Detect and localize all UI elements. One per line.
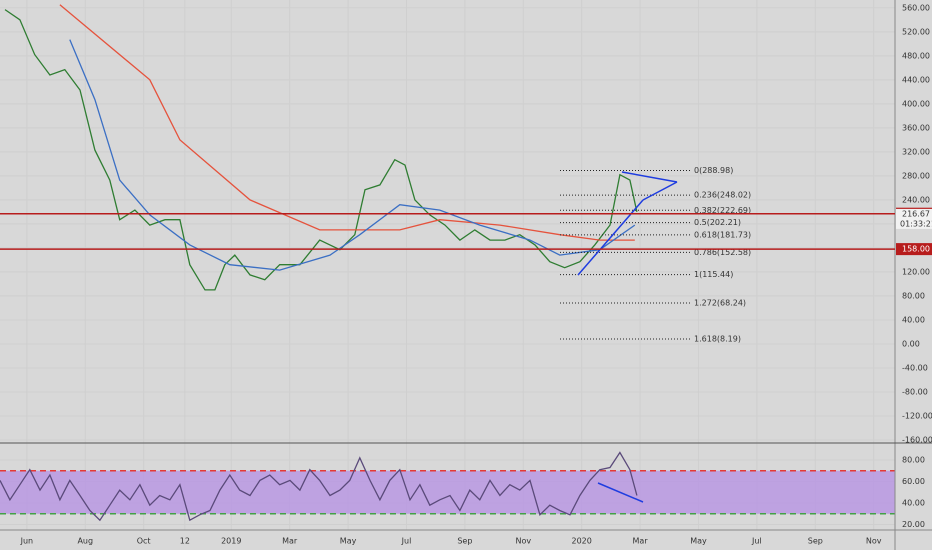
x-tick-label: Aug — [77, 537, 93, 546]
last-price-tag — [896, 208, 932, 229]
y-tick-label: 0.00 — [902, 339, 920, 348]
countdown: 01:33:21 — [900, 219, 932, 228]
x-tick-label: Sep — [808, 537, 823, 546]
series-line — [4, 9, 638, 291]
x-tick-label: Oct — [137, 537, 151, 546]
x-tick-label: Mar — [282, 537, 298, 546]
fib-label: 1.618(8.19) — [694, 335, 741, 344]
rsi-band-fill — [0, 470, 895, 514]
level-label: 158.00 — [902, 245, 930, 254]
y-tick-label: 80.00 — [902, 455, 925, 464]
x-tick-label: Mar — [633, 537, 649, 546]
y-tick-label: 60.00 — [902, 477, 925, 486]
triangle-line — [642, 181, 678, 201]
rsi-trend-line — [597, 482, 644, 503]
y-tick-label: 240.00 — [902, 195, 930, 204]
y-tick-label: 280.00 — [902, 171, 930, 180]
y-tick-label: -80.00 — [902, 387, 928, 396]
last-price-label: 216.67 — [902, 209, 930, 218]
series-line — [69, 39, 636, 271]
series-line — [59, 4, 635, 241]
x-tick-label: Jun — [20, 537, 34, 546]
level-tag — [896, 243, 932, 256]
fib-label: 1.272(68.24) — [694, 298, 746, 307]
triangle-line — [577, 199, 644, 276]
fib-label: 0.382(222.69) — [694, 206, 751, 215]
fib-label: 0.5(202.21) — [694, 218, 741, 227]
x-tick-label: 12 — [180, 537, 190, 546]
fib-label: 0.618(181.73) — [694, 230, 751, 239]
fib-label: 0.786(152.58) — [694, 248, 751, 257]
y-tick-label: 120.00 — [902, 267, 930, 276]
triangle-line — [621, 171, 678, 183]
y-tick-label: 80.00 — [902, 291, 925, 300]
fib-label: 0(288.98) — [694, 166, 733, 175]
x-tick-label: Jul — [401, 537, 412, 546]
x-tick-label: May — [340, 537, 357, 546]
y-tick-label: -120.00 — [902, 411, 932, 420]
y-tick-label: -160.00 — [902, 436, 932, 445]
y-tick-label: 40.00 — [902, 499, 925, 508]
grid — [0, 469, 895, 515]
fib-label: 0.236(248.02) — [694, 191, 751, 200]
y-tick-label: -40.00 — [902, 363, 928, 372]
x-tick-label: Nov — [866, 537, 882, 546]
y-tick-label: 440.00 — [902, 75, 930, 84]
marks — [0, 4, 690, 522]
x-tick-label: 2019 — [221, 537, 241, 546]
x-tick-label: May — [690, 537, 707, 546]
y-tick-label: 360.00 — [902, 123, 930, 132]
series-line — [0, 451, 638, 522]
fib-label: 1(115.44) — [694, 270, 733, 279]
x-tick-label: Jul — [751, 537, 762, 546]
y-tick-label: 40.00 — [902, 315, 925, 324]
y-tick-label: 20.00 — [902, 520, 925, 529]
x-tick-label: Nov — [515, 537, 531, 546]
x-tick-label: 2020 — [571, 537, 591, 546]
x-tick-label: Sep — [457, 537, 472, 546]
y-tick-label: 560.00 — [902, 3, 930, 12]
y-tick-label: 520.00 — [902, 27, 930, 36]
y-tick-label: 320.00 — [902, 147, 930, 156]
y-tick-label: 400.00 — [902, 99, 930, 108]
y-tick-label: 480.00 — [902, 51, 930, 60]
